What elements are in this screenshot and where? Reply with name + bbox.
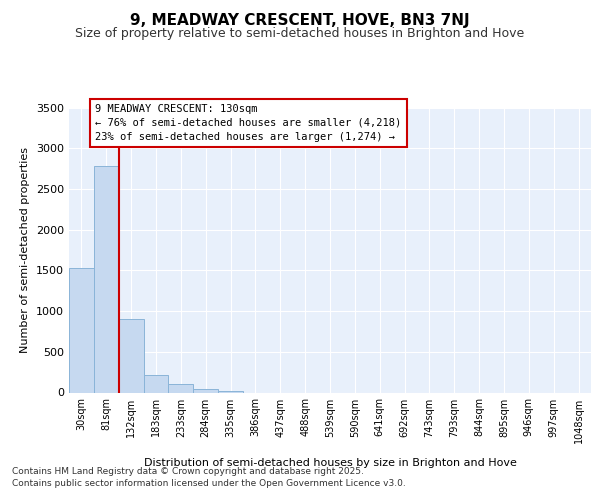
Text: Size of property relative to semi-detached houses in Brighton and Hove: Size of property relative to semi-detach… bbox=[76, 28, 524, 40]
Y-axis label: Number of semi-detached properties: Number of semi-detached properties bbox=[20, 147, 31, 353]
Text: 9 MEADWAY CRESCENT: 130sqm
← 76% of semi-detached houses are smaller (4,218)
23%: 9 MEADWAY CRESCENT: 130sqm ← 76% of semi… bbox=[95, 104, 401, 142]
Bar bbox=[169, 384, 193, 392]
Bar bbox=[94, 166, 119, 392]
Bar bbox=[193, 389, 218, 392]
Text: 9, MEADWAY CRESCENT, HOVE, BN3 7NJ: 9, MEADWAY CRESCENT, HOVE, BN3 7NJ bbox=[130, 12, 470, 28]
Text: Distribution of semi-detached houses by size in Brighton and Hove: Distribution of semi-detached houses by … bbox=[143, 458, 517, 468]
Bar bbox=[69, 268, 94, 392]
Bar bbox=[119, 319, 143, 392]
Bar bbox=[218, 391, 243, 392]
Text: Contains HM Land Registry data © Crown copyright and database right 2025.
Contai: Contains HM Land Registry data © Crown c… bbox=[12, 466, 406, 487]
Bar bbox=[143, 374, 169, 392]
